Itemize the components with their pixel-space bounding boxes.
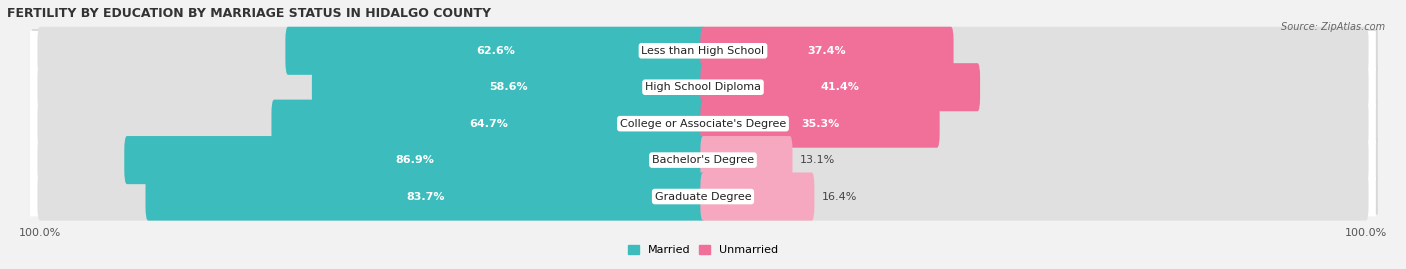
- Text: Source: ZipAtlas.com: Source: ZipAtlas.com: [1281, 22, 1385, 31]
- FancyBboxPatch shape: [700, 63, 1368, 111]
- FancyBboxPatch shape: [700, 100, 1368, 148]
- FancyBboxPatch shape: [30, 140, 1376, 180]
- FancyBboxPatch shape: [145, 172, 706, 221]
- FancyBboxPatch shape: [271, 100, 706, 148]
- FancyBboxPatch shape: [285, 27, 706, 75]
- FancyBboxPatch shape: [700, 136, 793, 184]
- FancyBboxPatch shape: [700, 100, 939, 148]
- Text: 37.4%: 37.4%: [807, 46, 846, 56]
- Text: 83.7%: 83.7%: [406, 192, 444, 201]
- FancyBboxPatch shape: [700, 27, 1368, 75]
- Text: Bachelor's Degree: Bachelor's Degree: [652, 155, 754, 165]
- Text: FERTILITY BY EDUCATION BY MARRIAGE STATUS IN HIDALGO COUNTY: FERTILITY BY EDUCATION BY MARRIAGE STATU…: [7, 7, 491, 20]
- FancyBboxPatch shape: [32, 175, 1378, 215]
- FancyBboxPatch shape: [700, 27, 953, 75]
- FancyBboxPatch shape: [38, 136, 706, 184]
- Text: 62.6%: 62.6%: [477, 46, 515, 56]
- FancyBboxPatch shape: [38, 27, 706, 75]
- Text: 58.6%: 58.6%: [489, 82, 529, 92]
- FancyBboxPatch shape: [700, 63, 980, 111]
- Text: 64.7%: 64.7%: [470, 119, 508, 129]
- FancyBboxPatch shape: [32, 138, 1378, 178]
- FancyBboxPatch shape: [38, 63, 706, 111]
- FancyBboxPatch shape: [30, 104, 1376, 144]
- FancyBboxPatch shape: [32, 29, 1378, 69]
- FancyBboxPatch shape: [312, 63, 706, 111]
- FancyBboxPatch shape: [124, 136, 706, 184]
- Text: Less than High School: Less than High School: [641, 46, 765, 56]
- FancyBboxPatch shape: [38, 100, 706, 148]
- FancyBboxPatch shape: [30, 177, 1376, 217]
- Text: 16.4%: 16.4%: [821, 192, 858, 201]
- FancyBboxPatch shape: [30, 67, 1376, 107]
- Legend: Married, Unmarried: Married, Unmarried: [623, 240, 783, 260]
- FancyBboxPatch shape: [700, 136, 1368, 184]
- FancyBboxPatch shape: [30, 31, 1376, 71]
- Text: 41.4%: 41.4%: [821, 82, 859, 92]
- FancyBboxPatch shape: [700, 172, 1368, 221]
- Text: College or Associate's Degree: College or Associate's Degree: [620, 119, 786, 129]
- Text: Graduate Degree: Graduate Degree: [655, 192, 751, 201]
- FancyBboxPatch shape: [32, 66, 1378, 105]
- Text: 86.9%: 86.9%: [395, 155, 434, 165]
- FancyBboxPatch shape: [38, 172, 706, 221]
- Text: High School Diploma: High School Diploma: [645, 82, 761, 92]
- Text: 13.1%: 13.1%: [800, 155, 835, 165]
- FancyBboxPatch shape: [32, 102, 1378, 142]
- Text: 35.3%: 35.3%: [801, 119, 839, 129]
- FancyBboxPatch shape: [700, 172, 814, 221]
